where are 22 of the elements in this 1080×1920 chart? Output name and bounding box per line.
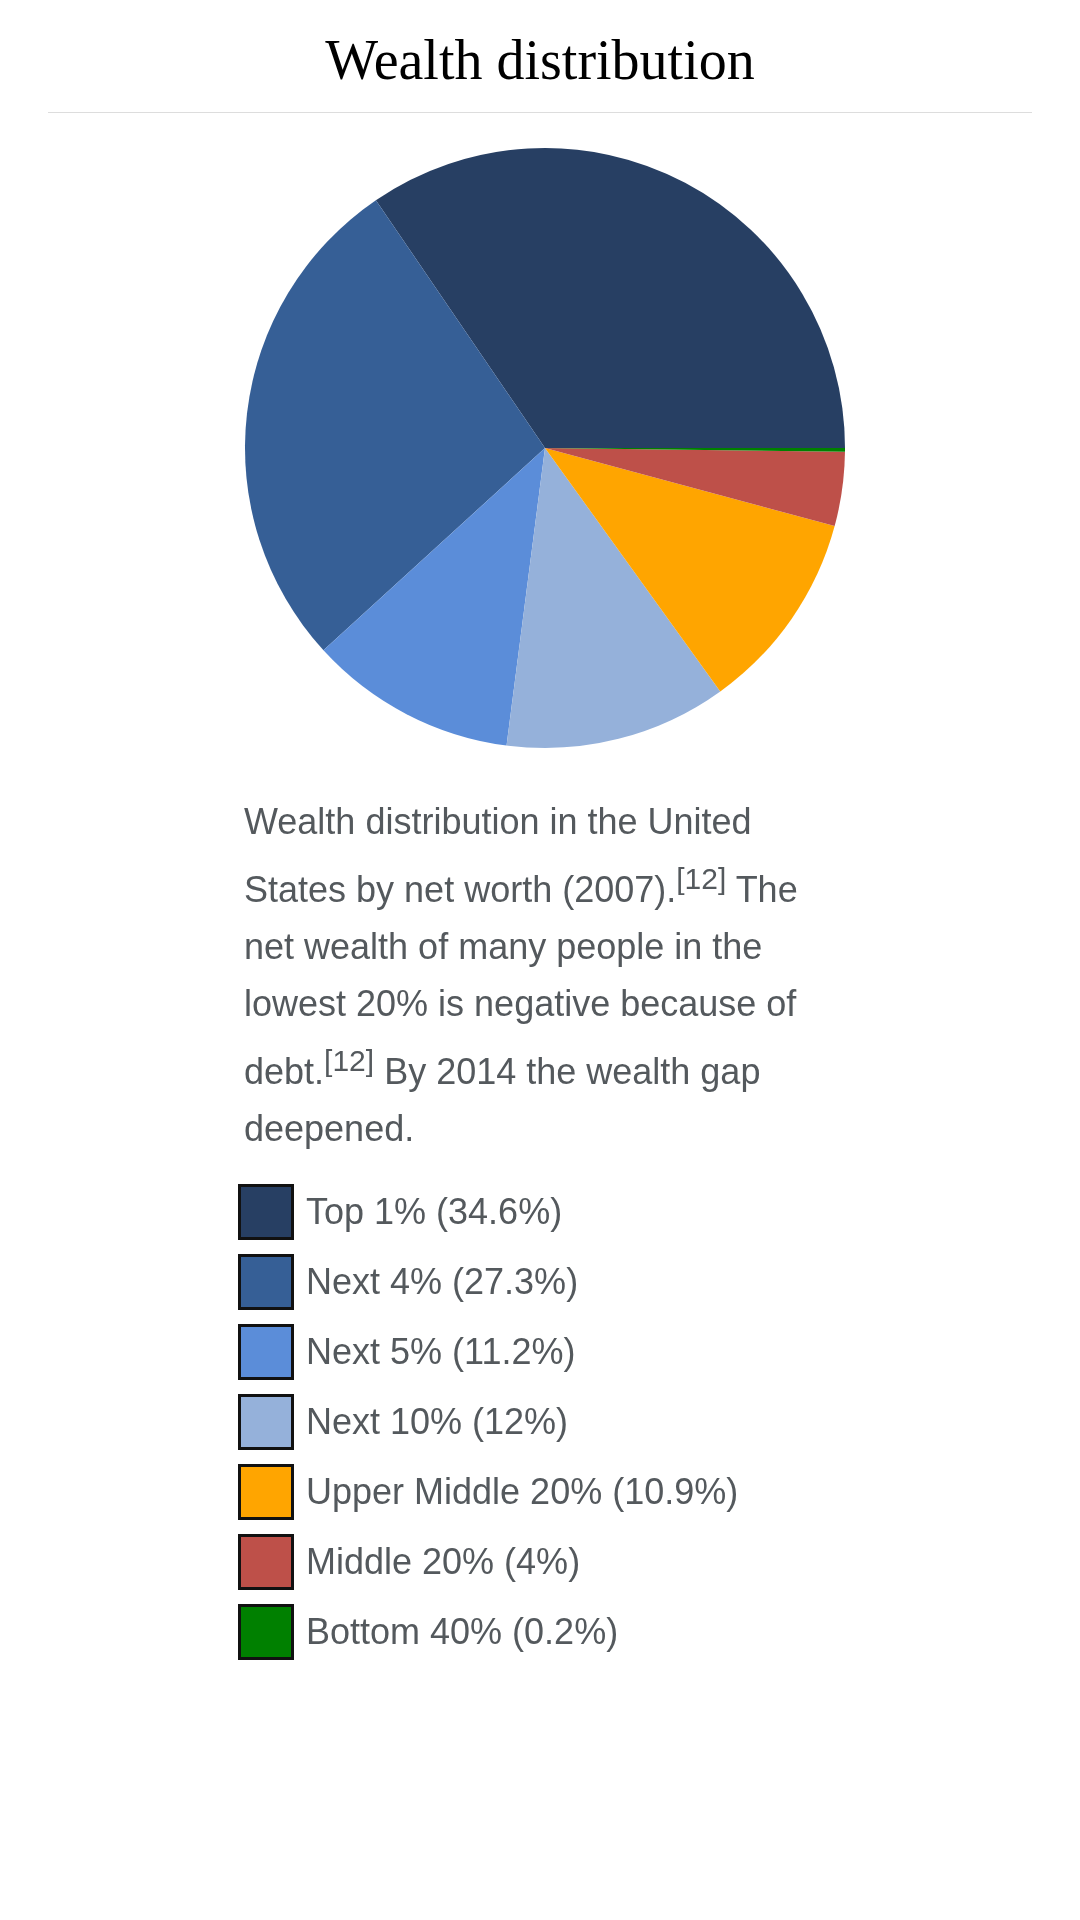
legend-label: Upper Middle 20% (306, 1471, 603, 1512)
chart-title: Wealth distribution (48, 8, 1032, 113)
data-label: (11.2%) (452, 1331, 576, 1372)
data-label: (4%) (504, 1541, 581, 1582)
legend-label: Next 10% (306, 1401, 463, 1442)
pie-slice (323, 448, 545, 746)
data-label: (12%) (472, 1401, 569, 1442)
data-label: (27.3%) (452, 1261, 579, 1302)
pie-slice (545, 448, 835, 692)
pie-slice (245, 200, 545, 651)
data-label: (0.2%) (512, 1611, 619, 1652)
legend-label: Next 4% (306, 1261, 443, 1302)
data-label: (10.9%) (612, 1471, 739, 1512)
legend-label: Next 5% (306, 1331, 443, 1372)
data-label: (34.6%) (436, 1191, 563, 1232)
pie-slice (506, 448, 721, 748)
pie-slice (545, 448, 845, 527)
pie-slice (375, 148, 845, 448)
text: Wealth distribution in the United States by net worth (2007).$^{[12]}$ The net wealth of many people in the lowest 20% is negative because of debt.$^{[12]}$ By 2014 the wealth gap deepened. (244, 801, 798, 1149)
legend-label: Bottom 40% (306, 1611, 503, 1652)
legend-label: Middle 20% (306, 1541, 495, 1582)
legend-label: Top 1% (306, 1191, 427, 1232)
